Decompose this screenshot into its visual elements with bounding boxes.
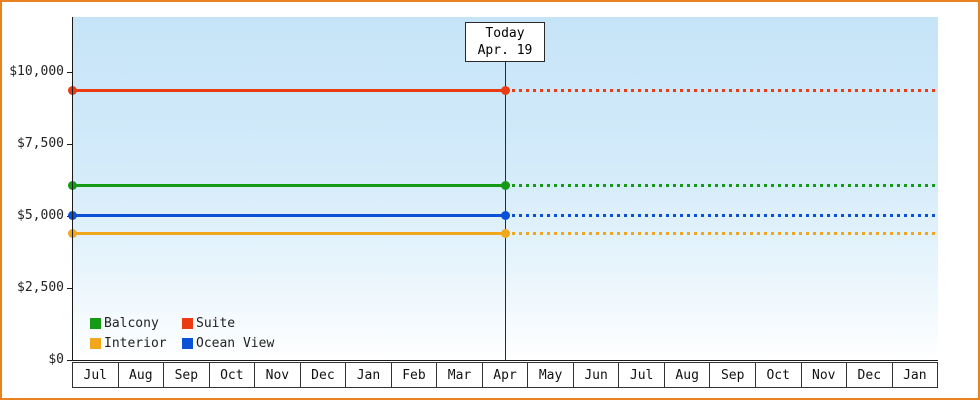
legend-swatch-suite — [182, 317, 193, 329]
x-axis-month-cell: Aug — [117, 362, 165, 388]
legend-label-suite: Suite — [196, 315, 236, 331]
y-axis-tick-mark — [67, 143, 72, 145]
x-axis-line — [72, 360, 938, 361]
x-axis-month-cell: Jan — [891, 362, 939, 388]
y-axis-tick-mark — [67, 360, 72, 361]
x-axis-month-cell: Jul — [618, 362, 665, 388]
price-line-dotted-ocean-view — [505, 214, 938, 218]
today-annotation-date: Apr. 19 — [477, 43, 533, 58]
y-axis-tick-mark — [67, 71, 72, 73]
price-line-solid-ocean-view — [72, 214, 505, 218]
legend-item-suite: Suite — [182, 313, 274, 333]
y-axis-tick-mark — [67, 287, 72, 289]
legend-label-ocean-view: Ocean View — [196, 335, 275, 351]
legend: Balcony Suite Interior Ocean View — [90, 313, 274, 353]
y-axis-tick-label: $7,500 — [17, 135, 64, 151]
x-axis-month-cell: May — [527, 362, 574, 388]
price-marker-today-suite — [500, 86, 510, 95]
legend-label-balcony: Balcony — [104, 315, 159, 331]
price-line-solid-interior — [72, 231, 505, 235]
x-axis-month-cell: Jun — [572, 362, 620, 388]
price-line-dotted-suite — [505, 89, 938, 92]
price-line-solid-suite — [72, 89, 505, 92]
y-axis-tick-label: $5,000 — [17, 207, 64, 223]
legend-item-interior: Interior — [90, 333, 182, 353]
x-axis-month-cell: Dec — [299, 362, 347, 388]
x-axis-month-cell: Oct — [208, 362, 256, 388]
y-axis-tick-label: $0 — [48, 352, 64, 367]
price-line-dotted-interior — [505, 231, 938, 235]
legend-label-interior: Interior — [104, 335, 167, 351]
legend-item-balcony: Balcony — [90, 313, 182, 333]
x-axis-month-cell: Jan — [345, 362, 392, 388]
x-axis-month-cell: Mar — [436, 362, 483, 388]
legend-swatch-ocean-view — [182, 337, 193, 349]
x-axis-month-cell: Feb — [390, 362, 438, 388]
today-vertical-line — [505, 60, 506, 360]
today-annotation: Today Apr. 19 — [465, 22, 545, 62]
x-axis-month-cell: Dec — [846, 362, 893, 388]
y-axis-line — [72, 17, 73, 361]
x-axis-month-cell: Nov — [254, 362, 301, 388]
x-axis-month-cell: Apr — [481, 362, 529, 388]
legend-swatch-interior — [90, 337, 101, 349]
x-axis-month-cell: Sep — [709, 362, 756, 388]
today-annotation-title: Today — [485, 26, 525, 41]
price-marker-today-ocean-view — [500, 211, 510, 221]
y-axis-tick-label: $2,500 — [17, 279, 64, 295]
price-marker-today-interior — [500, 228, 510, 238]
x-axis-month-cell: Jul — [72, 362, 119, 388]
price-line-solid-balcony — [72, 184, 505, 188]
y-axis-tick-label: $10,000 — [9, 63, 64, 79]
x-axis-month-cell: Nov — [800, 362, 848, 388]
legend-item-ocean-view: Ocean View — [182, 333, 274, 353]
price-marker-today-balcony — [500, 181, 510, 191]
price-line-dotted-balcony — [505, 184, 938, 188]
legend-swatch-balcony — [90, 317, 101, 329]
x-axis-month-cell: Sep — [163, 362, 210, 388]
x-axis-month-cell: Oct — [754, 362, 802, 388]
x-axis-month-cell: Aug — [663, 362, 711, 388]
x-axis-month-row: Jul Aug Sep Oct Nov Dec Jan Feb Mar Apr May Jun Jul A… — [72, 362, 939, 388]
